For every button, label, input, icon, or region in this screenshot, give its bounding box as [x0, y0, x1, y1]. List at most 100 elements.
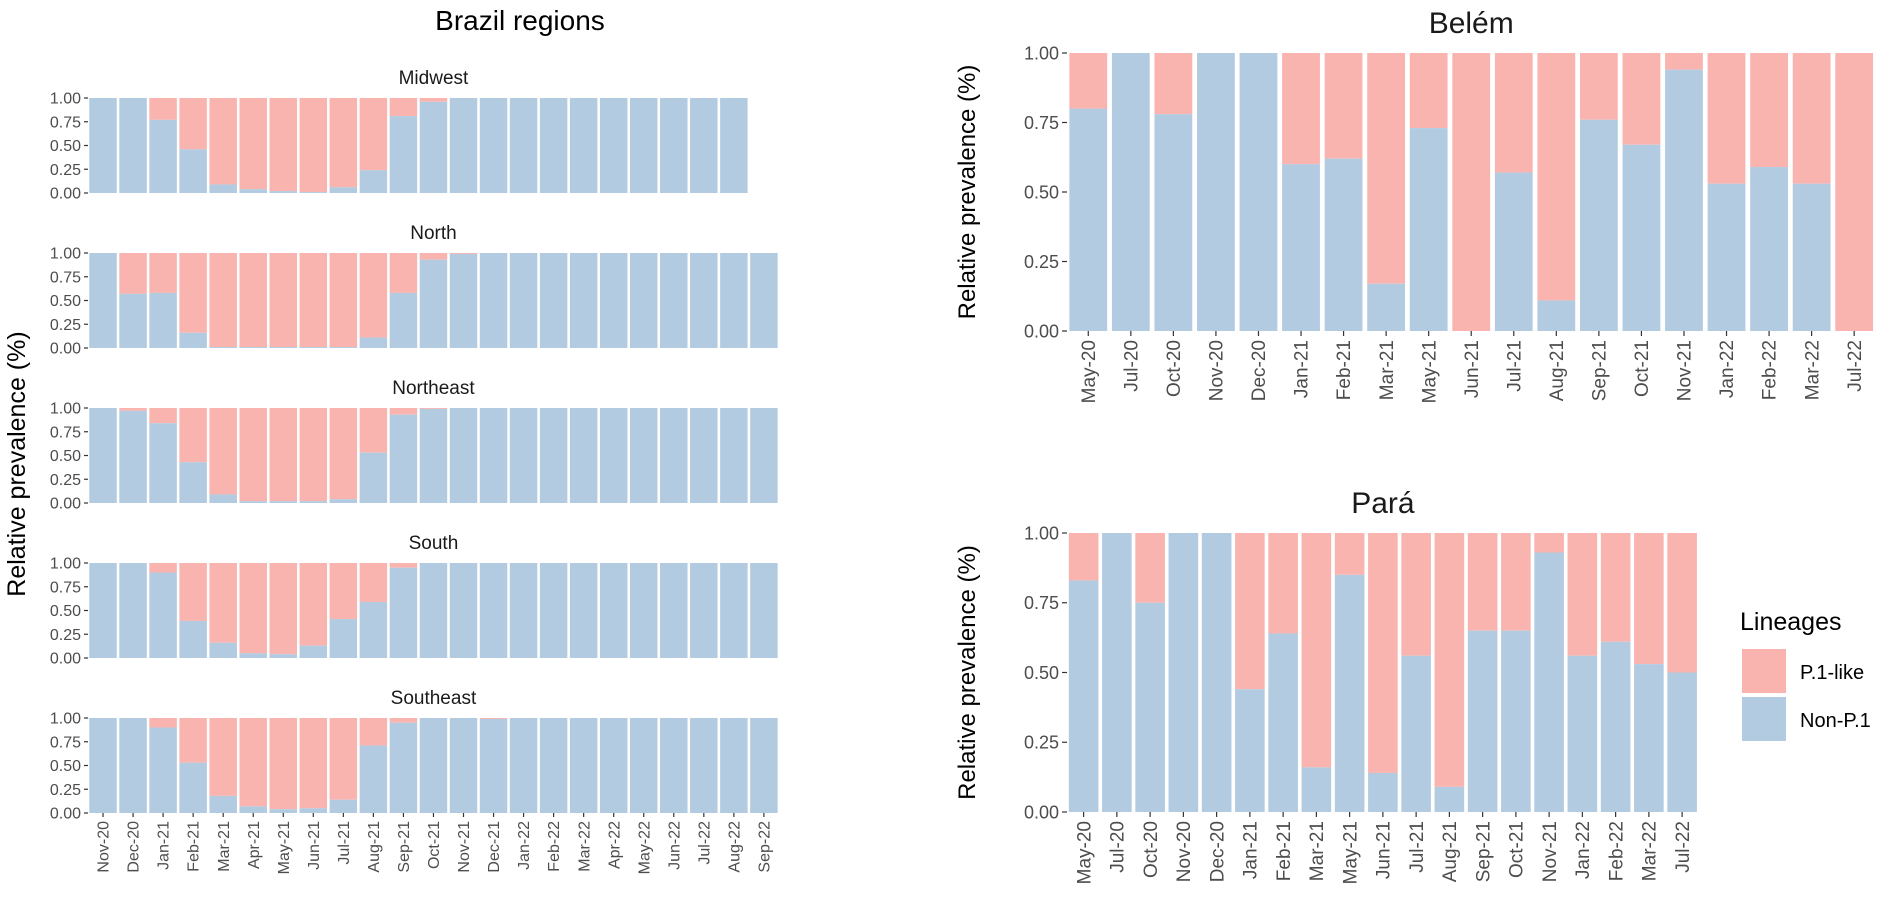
chart-title: Belém: [1429, 7, 1514, 40]
x-tick-label: Dec-21: [486, 821, 503, 873]
bar-p1-Aug-21: [1434, 533, 1465, 787]
bar-nonp1-May-22: [629, 563, 658, 658]
bar-nonp1-Nov-20: [1168, 533, 1199, 812]
bar-p1-Oct-21: [419, 253, 448, 260]
bar-nonp1-Jun-22: [660, 563, 688, 658]
bar-nonp1-Oct-20: [1135, 602, 1165, 812]
bar-nonp1-Sep-21: [1579, 119, 1618, 331]
bar-nonp1-Mar-22: [1792, 183, 1831, 331]
x-tick-label: Aug-22: [726, 821, 743, 873]
x-tick-label: Jul-21: [1504, 340, 1525, 392]
bar-nonp1-Feb-21: [179, 149, 207, 193]
legend-label-nonp1: Non-P.1: [1800, 710, 1871, 732]
bar-nonp1-May-20: [1068, 580, 1099, 812]
x-tick-label: Dec-20: [1249, 340, 1270, 401]
bar-nonp1-Sep-22: [750, 253, 778, 348]
x-tick-label: Jan-21: [1292, 340, 1313, 398]
bar-p1-Mar-21: [1367, 53, 1406, 284]
x-tick-label: May-22: [636, 821, 653, 874]
x-tick-label: Sep-22: [757, 821, 774, 873]
bar-nonp1-Nov-20: [89, 718, 117, 813]
y-tick-label: 1.00: [1024, 523, 1059, 543]
bar-nonp1-Jan-22: [509, 253, 538, 348]
bar-p1-Jan-21: [149, 408, 177, 424]
x-tick-label: Jun-21: [1462, 340, 1483, 398]
bar-nonp1-Oct-21: [419, 718, 448, 813]
bar-nonp1-Jan-21: [149, 572, 177, 658]
bar-p1-Nov-21: [449, 253, 478, 254]
bar-p1-Dec-21: [479, 718, 508, 719]
bar-nonp1-Aug-22: [720, 98, 748, 193]
bar-nonp1-Jan-21: [149, 727, 177, 813]
bar-p1-Jan-21: [149, 253, 177, 293]
bar-nonp1-Dec-21: [479, 408, 508, 503]
bar-nonp1-Jun-21: [299, 501, 328, 503]
y-tick-label: 0.00: [50, 496, 81, 513]
x-tick-label: Nov-20: [96, 821, 113, 873]
y-tick-label: 1.00: [50, 711, 81, 728]
y-tick-label: 1.00: [50, 91, 81, 108]
x-tick-label: Jan-21: [1241, 821, 1262, 879]
bar-p1-Sep-21: [389, 408, 418, 415]
bar-p1-Jun-21: [299, 718, 328, 809]
bar-nonp1-Nov-20: [89, 408, 117, 503]
bar-nonp1-Nov-20: [89, 253, 117, 348]
y-tick-label: 0.25: [50, 472, 81, 489]
bar-nonp1-Jul-21: [329, 347, 358, 348]
bar-nonp1-Nov-21: [449, 408, 478, 503]
y-tick-label: 0.50: [1024, 663, 1059, 683]
bar-nonp1-Nov-20: [89, 98, 117, 193]
bar-nonp1-Jan-21: [1235, 689, 1265, 812]
bar-nonp1-Feb-21: [179, 620, 207, 658]
bar-nonp1-Jul-21: [329, 187, 358, 193]
bar-p1-Oct-21: [1622, 53, 1661, 145]
bar-nonp1-Nov-21: [449, 98, 478, 193]
bar-nonp1-Feb-22: [539, 408, 568, 503]
bar-nonp1-Jan-21: [149, 423, 177, 503]
x-tick-label: Apr-21: [246, 821, 263, 869]
y-tick-label: 0.75: [50, 269, 81, 286]
bar-p1-Aug-21: [1537, 53, 1576, 301]
bar-nonp1-Nov-21: [449, 563, 478, 658]
bar-p1-Apr-21: [239, 408, 267, 502]
bar-nonp1-Jan-21: [149, 292, 177, 348]
legend-label-p1: P.1-like: [1800, 662, 1864, 684]
bar-nonp1-Mar-22: [569, 253, 598, 348]
x-tick-label: May-20: [1079, 340, 1100, 403]
x-tick-label: Nov-20: [1174, 821, 1195, 882]
x-tick-label: Oct-21: [426, 821, 443, 869]
bar-nonp1-Mar-21: [209, 347, 237, 348]
x-tick-label: May-20: [1074, 821, 1095, 884]
bar-nonp1-May-22: [629, 253, 658, 348]
y-tick-label: 0.50: [50, 293, 81, 310]
bar-p1-Feb-21: [179, 563, 207, 621]
y-tick-label: 0.25: [50, 782, 81, 799]
bar-p1-Sep-21: [389, 98, 418, 117]
bar-p1-May-20: [1069, 53, 1108, 109]
x-tick-label: Aug-21: [366, 821, 383, 873]
bar-p1-Jan-22: [1567, 533, 1598, 656]
x-tick-label: Jul-22: [696, 821, 713, 865]
legend-title: Lineages: [1740, 608, 1841, 636]
bar-nonp1-Feb-21: [179, 462, 207, 503]
x-tick-label: Jul-21: [336, 821, 353, 865]
legend-swatch-nonp1: [1742, 697, 1786, 741]
bar-nonp1-May-21: [269, 654, 298, 658]
bar-nonp1-Feb-22: [1750, 166, 1788, 331]
bar-nonp1-Dec-20: [119, 410, 147, 503]
x-tick-label: May-21: [276, 821, 293, 874]
bar-p1-Nov-21: [1665, 53, 1703, 70]
bar-p1-Sep-21: [1579, 53, 1618, 120]
bar-p1-Mar-21: [209, 563, 237, 643]
bar-nonp1-Sep-22: [750, 563, 778, 658]
x-tick-label: Feb-22: [1760, 340, 1781, 400]
y-tick-label: 0.50: [50, 758, 81, 775]
bar-p1-Apr-21: [239, 563, 267, 654]
x-tick-label: Feb-21: [1274, 821, 1295, 881]
bar-nonp1-Jun-21: [299, 192, 328, 193]
x-tick-label: Feb-22: [546, 821, 563, 872]
x-tick-label: Mar-22: [1802, 340, 1823, 400]
bar-nonp1-Nov-21: [449, 253, 478, 348]
bar-p1-Jul-22: [1835, 53, 1874, 331]
bar-nonp1-Sep-22: [750, 718, 778, 813]
